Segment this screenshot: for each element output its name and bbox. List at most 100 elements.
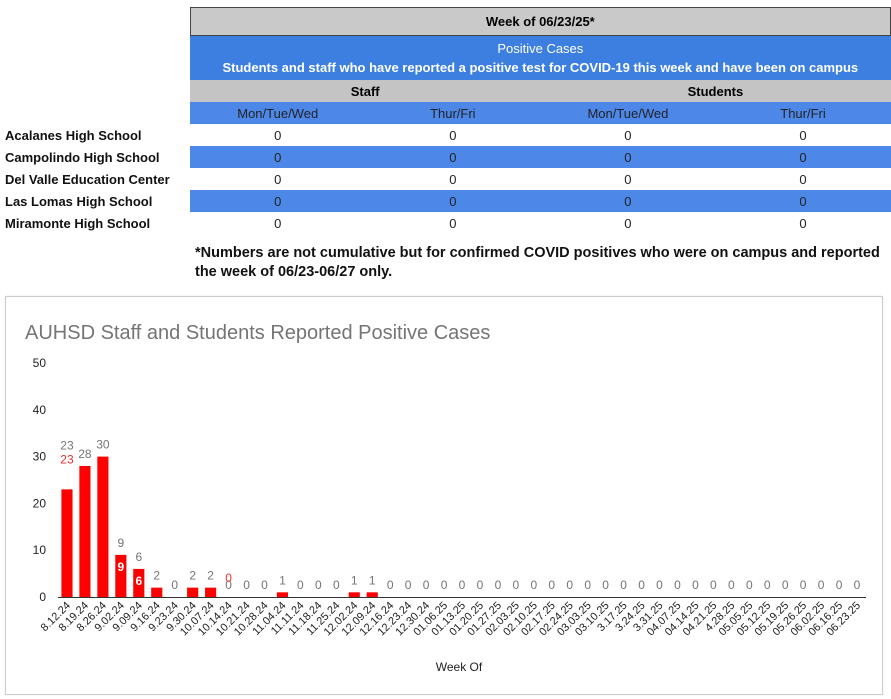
data-label: 23 — [60, 438, 74, 452]
data-label: 0 — [405, 578, 412, 592]
annotation-label: 6 — [135, 574, 142, 588]
case-count: 0 — [274, 127, 282, 143]
data-label: 0 — [441, 578, 448, 592]
data-label: 1 — [279, 573, 286, 587]
data-label: 0 — [171, 578, 178, 592]
data-label: 0 — [620, 578, 627, 592]
data-label: 0 — [423, 578, 430, 592]
data-label: 2 — [189, 569, 196, 583]
data-label: 30 — [96, 438, 110, 452]
case-count: 0 — [799, 127, 807, 143]
case-count: 0 — [274, 215, 282, 231]
annotation-label: 23 — [60, 452, 74, 466]
case-count: 0 — [624, 127, 632, 143]
data-label: 0 — [584, 578, 591, 592]
day-header: Mon/Tue/Wed — [190, 102, 366, 124]
data-label: 0 — [297, 578, 304, 592]
table-row: Del Valle Education Center 0 0 0 0 — [5, 168, 891, 190]
positive-cases-title: Positive Cases — [190, 35, 891, 60]
bar — [61, 489, 73, 597]
data-label: 0 — [800, 578, 807, 592]
case-count: 0 — [624, 215, 632, 231]
y-tick-label: 0 — [39, 590, 46, 604]
data-label: 6 — [135, 550, 142, 564]
bar — [97, 456, 109, 597]
case-count: 0 — [799, 171, 807, 187]
chart-card: AUHSD Staff and Students Reported Positi… — [5, 296, 883, 695]
data-label: 0 — [243, 578, 250, 592]
table-row: Las Lomas High School 0 0 0 0 — [5, 190, 891, 212]
bar — [115, 554, 127, 597]
positive-cases-table: Week of 06/23/25* Positive Cases Student… — [5, 7, 891, 234]
case-count: 0 — [540, 190, 716, 212]
annotation-label: 0 — [225, 571, 232, 585]
group-header-students: Students — [540, 80, 891, 102]
y-tick-label: 40 — [33, 403, 47, 417]
data-label: 0 — [710, 578, 717, 592]
case-count: 0 — [190, 146, 366, 168]
case-count: 0 — [799, 215, 807, 231]
case-count: 0 — [365, 190, 541, 212]
data-label: 0 — [746, 578, 753, 592]
data-label: 2 — [207, 569, 214, 583]
school-name: Miramonte High School — [5, 215, 151, 231]
case-count: 0 — [715, 146, 891, 168]
case-count: 0 — [365, 146, 541, 168]
blank-cell — [5, 36, 190, 61]
case-count: 0 — [540, 146, 716, 168]
day-header: Thur/Fri — [715, 102, 891, 124]
footnote: *Numbers are not cumulative but for conf… — [195, 245, 880, 280]
data-label: 0 — [225, 578, 232, 592]
data-label: 0 — [674, 578, 681, 592]
data-label: 0 — [782, 578, 789, 592]
week-title: Week of 06/23/25* — [189, 7, 891, 36]
data-label: 1 — [369, 573, 376, 587]
data-label: 0 — [602, 578, 609, 592]
day-header: Thur/Fri — [365, 102, 541, 124]
data-label: 0 — [530, 578, 537, 592]
x-axis-title: Week Of — [436, 660, 483, 674]
annotation-label: 9 — [118, 560, 125, 574]
data-label: 0 — [836, 578, 843, 592]
bar — [348, 592, 360, 597]
bar — [187, 587, 199, 597]
y-tick-label: 50 — [33, 356, 47, 370]
data-label: 0 — [315, 578, 322, 592]
data-label: 0 — [459, 578, 466, 592]
case-count: 0 — [274, 171, 282, 187]
data-label: 0 — [387, 578, 394, 592]
school-name: Del Valle Education Center — [5, 171, 170, 187]
bar — [366, 592, 378, 597]
y-tick-label: 10 — [33, 543, 47, 557]
bar — [79, 465, 91, 597]
table-row: Acalanes High School 0 0 0 0 — [5, 124, 891, 146]
data-label: 2 — [153, 569, 160, 583]
bar — [133, 568, 145, 597]
data-label: 9 — [118, 536, 125, 550]
school-name: Acalanes High School — [5, 127, 142, 143]
table-row: Miramonte High School 0 0 0 0 — [5, 212, 891, 234]
data-label: 0 — [854, 578, 861, 592]
data-label: 0 — [818, 578, 825, 592]
x-axis-labels: 8.12.248.19.248.26.249.02.249.09.249.16.… — [39, 600, 863, 639]
data-label: 0 — [477, 578, 484, 592]
case-count: 0 — [449, 127, 457, 143]
bar-chart: AUHSD Staff and Students Reported Positi… — [25, 322, 866, 674]
y-tick-label: 20 — [33, 496, 47, 510]
table-row: Campolindo High School 0 0 0 0 — [5, 146, 891, 168]
day-header: Mon/Tue/Wed — [540, 102, 716, 124]
blank-cell — [5, 80, 190, 102]
data-label: 0 — [261, 578, 268, 592]
table-subtitle: Students and staff who have reported a p… — [190, 60, 891, 80]
case-count: 0 — [449, 215, 457, 231]
data-label: 0 — [728, 578, 735, 592]
school-name: Campolindo High School — [5, 149, 160, 165]
data-label: 28 — [78, 447, 92, 461]
bar — [151, 587, 163, 597]
data-label: 1 — [351, 573, 358, 587]
data-label: 0 — [764, 578, 771, 592]
blank-cell — [5, 8, 190, 36]
case-count: 0 — [624, 171, 632, 187]
